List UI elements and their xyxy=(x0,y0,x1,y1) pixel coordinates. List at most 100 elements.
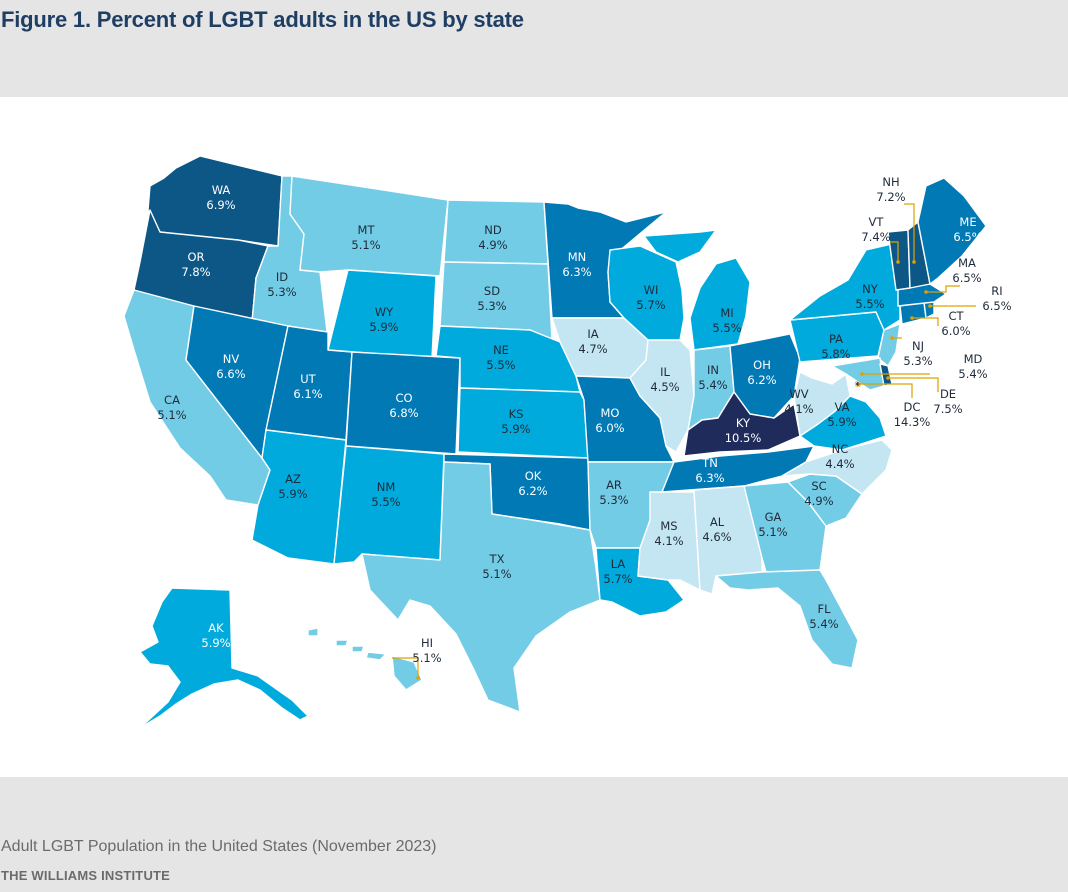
state-abbr: CT xyxy=(948,309,964,323)
state-FL xyxy=(715,569,859,669)
label-FL: FL5.4% xyxy=(809,602,838,631)
state-abbr: DC xyxy=(904,400,921,414)
state-abbr: CO xyxy=(395,391,412,405)
state-abbr: NE xyxy=(493,343,509,357)
state-value: 4.4% xyxy=(825,457,854,471)
state-value: 6.0% xyxy=(941,324,970,338)
state-abbr: NM xyxy=(377,480,396,494)
state-abbr: NY xyxy=(862,282,879,296)
state-value: 5.3% xyxy=(267,285,296,299)
state-value: 5.3% xyxy=(477,299,506,313)
label-OK: OK6.2% xyxy=(518,469,547,498)
leader-dots xyxy=(416,260,932,680)
state-value: 6.3% xyxy=(562,265,591,279)
state-labels: WA6.9% OR7.8% CA5.1% ID5.3% NV6.6% MT5.1… xyxy=(157,175,1011,665)
leader-DE xyxy=(888,377,939,392)
state-abbr: KS xyxy=(509,407,524,421)
state-abbr: MI xyxy=(720,306,733,320)
leader-dot-VT xyxy=(896,260,900,264)
state-value: 5.5% xyxy=(712,321,741,335)
leader-dot-HI xyxy=(416,676,420,680)
label-VA: VA5.9% xyxy=(827,400,856,429)
state-WV xyxy=(793,371,851,437)
state-value: 10.5% xyxy=(725,431,762,445)
label-MD: MD5.4% xyxy=(958,352,987,381)
label-TX: TX5.1% xyxy=(482,552,511,581)
label-NE: NE5.5% xyxy=(486,343,515,372)
state-value: 4.1% xyxy=(654,534,683,548)
state-abbr: ME xyxy=(959,215,976,229)
state-value: 5.9% xyxy=(369,320,398,334)
label-PA: PA5.8% xyxy=(821,332,850,361)
state-value: 5.5% xyxy=(371,495,400,509)
state-value: 5.3% xyxy=(599,493,628,507)
state-abbr: OR xyxy=(187,250,204,264)
state-abbr: OH xyxy=(753,358,771,372)
label-RI: RI6.5% xyxy=(982,284,1011,313)
state-value: 5.1% xyxy=(412,651,441,665)
state-value: 6.1% xyxy=(293,387,322,401)
label-IN: IN5.4% xyxy=(698,363,727,392)
leader-NH xyxy=(904,203,915,262)
state-shapes xyxy=(123,155,987,729)
label-CT: CT6.0% xyxy=(941,309,970,338)
state-abbr: WY xyxy=(375,305,394,319)
label-NH: NH7.2% xyxy=(876,175,905,204)
state-value: 5.5% xyxy=(855,297,884,311)
state-value: 6.9% xyxy=(206,198,235,212)
label-CA: CA5.1% xyxy=(157,393,186,422)
label-NC: NC4.4% xyxy=(825,442,854,471)
state-value: 5.5% xyxy=(486,358,515,372)
label-MA: MA6.5% xyxy=(952,256,981,285)
label-AR: AR5.3% xyxy=(599,478,628,507)
state-value: 7.2% xyxy=(876,190,905,204)
label-GA: GA5.1% xyxy=(758,510,787,539)
state-MT xyxy=(289,175,449,277)
state-abbr: SD xyxy=(484,284,500,298)
state-abbr: PA xyxy=(829,332,843,346)
state-abbr: KY xyxy=(736,416,751,430)
state-abbr: AK xyxy=(208,621,224,635)
state-KY xyxy=(683,391,801,457)
state-abbr: UT xyxy=(300,372,316,386)
state-value: 7.8% xyxy=(181,265,210,279)
state-value: 7.5% xyxy=(933,402,962,416)
label-MO: MO6.0% xyxy=(595,406,624,435)
state-value: 6.5% xyxy=(953,230,982,244)
figure-title: Figure 1. Percent of LGBT adults in the … xyxy=(1,7,524,32)
label-WV: WV4.1% xyxy=(784,387,813,416)
state-value: 6.5% xyxy=(982,299,1011,313)
leader-dot-NH xyxy=(912,260,916,264)
label-SD: SD5.3% xyxy=(477,284,506,313)
leader-MA xyxy=(926,285,960,293)
leader-dot-MD xyxy=(860,372,864,376)
leader-dot-RI xyxy=(928,304,932,308)
state-IL xyxy=(629,339,695,453)
label-OH: OH6.2% xyxy=(747,358,776,387)
state-abbr: HI xyxy=(421,636,433,650)
title-band: Figure 1. Percent of LGBT adults in the … xyxy=(0,0,1068,97)
state-TX xyxy=(361,461,601,713)
label-DE: DE7.5% xyxy=(933,387,962,416)
label-MS: MS4.1% xyxy=(654,519,683,548)
state-value: 5.7% xyxy=(636,298,665,312)
leader-VT xyxy=(890,241,899,262)
state-abbr: WV xyxy=(789,387,808,401)
label-AL: AL4.6% xyxy=(702,515,731,544)
state-value: 4.7% xyxy=(578,342,607,356)
label-MI: MI5.5% xyxy=(712,306,741,335)
label-TN: TN6.3% xyxy=(695,456,724,485)
state-value: 5.1% xyxy=(482,567,511,581)
state-abbr: NJ xyxy=(912,339,924,353)
state-value: 7.4% xyxy=(861,230,890,244)
state-value: 6.0% xyxy=(595,421,624,435)
state-abbr: VT xyxy=(869,215,885,229)
state-value: 6.2% xyxy=(747,373,776,387)
leader-dot-NJ xyxy=(890,336,894,340)
label-HI: HI5.1% xyxy=(412,636,441,665)
leader-CT xyxy=(912,317,939,326)
leader-HI xyxy=(392,657,419,678)
label-ID: ID5.3% xyxy=(267,270,296,299)
state-abbr: MS xyxy=(660,519,677,533)
label-ME: ME6.5% xyxy=(953,215,982,244)
